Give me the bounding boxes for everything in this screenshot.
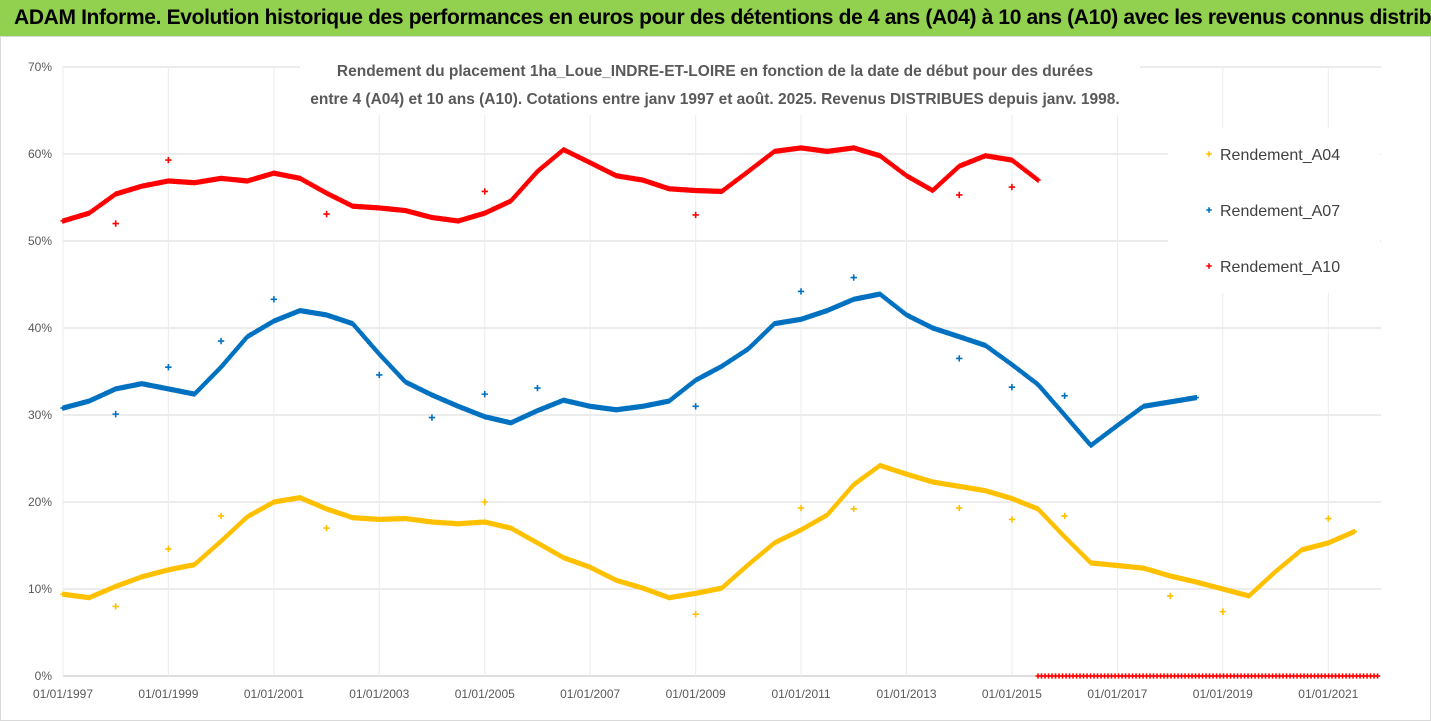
outlier-point: [956, 504, 963, 512]
y-tick-label: 10%: [28, 582, 52, 596]
x-tick-label: 01/01/2017: [1087, 687, 1147, 701]
y-tick-label: 50%: [28, 234, 52, 248]
outlier-point: [1061, 392, 1068, 400]
x-tick-label: 01/01/2007: [560, 687, 620, 701]
chart-title-line-1: Rendement du placement 1ha_Loue_INDRE-ET…: [337, 63, 1093, 80]
outlier-point: [797, 504, 805, 512]
outlier-point: [1008, 183, 1016, 191]
x-tick-labels: 01/01/1997 01/01/1999 01/01/2001 01/01/2003…: [33, 687, 1359, 701]
outlier-point: [1219, 608, 1226, 615]
series-Rendement_A04: [60, 462, 1358, 618]
outlier-point: [1008, 516, 1016, 523]
legend-label: Rendement_A04: [1220, 147, 1340, 164]
outlier-point: [481, 390, 488, 398]
outlier-point: [270, 296, 278, 303]
x-tick-label: 01/01/2021: [1298, 687, 1358, 701]
x-tick-label: 01/01/2003: [349, 687, 409, 701]
data-point: [1193, 395, 1199, 401]
legend-label: Rendement_A07: [1220, 203, 1340, 220]
data-point: [1035, 177, 1041, 183]
legend-marker: [1206, 151, 1212, 157]
outlier-point: [956, 355, 963, 362]
x-tick-label: 01/01/2009: [666, 687, 726, 701]
outlier-point: [481, 188, 488, 195]
x-tick-label: 01/01/2015: [982, 687, 1042, 701]
outlier-point: [323, 210, 330, 218]
y-tick-label: 0%: [35, 669, 53, 683]
x-tick-label: 01/01/2005: [455, 687, 515, 701]
x-tick-label: 01/01/1997: [33, 687, 93, 701]
x-tick-label: 01/01/2001: [244, 687, 304, 701]
outlier-point: [692, 403, 699, 410]
outlier-point: [165, 545, 172, 553]
data-point: [1351, 528, 1358, 535]
outlier-point: [165, 156, 172, 164]
y-tick-label: 40%: [28, 321, 52, 335]
outlier-point: [217, 512, 225, 520]
chart-title-line-2: entre 4 (A04) et 10 ans (A10). Cotations…: [310, 91, 1119, 108]
title-backdrop: [300, 57, 1140, 115]
title-banner: ADAM Informe. Evolution historique des p…: [0, 0, 1431, 36]
outlier-point: [112, 220, 119, 227]
x-tick-label: 01/01/2011: [771, 687, 830, 701]
banner-title: ADAM Informe. Evolution historique des p…: [14, 6, 1431, 29]
y-tick-label: 20%: [28, 495, 52, 509]
x-tick-label: 01/01/2019: [1193, 687, 1253, 701]
outlier-point: [1061, 512, 1068, 520]
series-layer: [60, 145, 1381, 679]
outlier-point: [481, 498, 488, 506]
outlier-point: [217, 337, 225, 345]
x-tick-label: 01/01/2013: [877, 687, 937, 701]
series-Rendement_A07: [60, 274, 1199, 449]
legend-label: Rendement_A10: [1220, 259, 1340, 276]
outlier-point: [428, 414, 436, 421]
outlier-point: [112, 603, 119, 610]
outlier-point: [112, 410, 119, 418]
outlier-point: [956, 191, 963, 199]
outlier-point: [850, 505, 857, 513]
outlier-point: [797, 288, 805, 295]
outlier-point: [692, 611, 699, 618]
zero-point: [1374, 673, 1381, 679]
legend-backdrop: [1168, 128, 1380, 293]
legend-marker: [1206, 207, 1212, 213]
outlier-point: [534, 384, 541, 392]
series-Rendement_A10: [60, 145, 1381, 679]
outlier-point: [323, 524, 330, 532]
x-tick-label: 01/01/1999: [138, 687, 198, 701]
outlier-point: [850, 274, 857, 281]
outlier-point: [165, 363, 172, 371]
outlier-point: [692, 211, 699, 219]
legend: Rendement_A04 Rendement_A07 Rendement_A10: [1206, 147, 1340, 276]
legend-marker: [1206, 263, 1212, 269]
y-tick-label: 70%: [28, 60, 52, 74]
outlier-point: [376, 371, 383, 379]
y-tick-label: 60%: [28, 147, 52, 161]
y-tick-labels: 0% 10% 20% 30% 40% 50% 60% 70%: [28, 60, 52, 683]
outlier-point: [1325, 515, 1332, 522]
outlier-point: [1166, 592, 1174, 600]
y-tick-label: 30%: [28, 408, 52, 422]
outlier-point: [1008, 383, 1016, 391]
